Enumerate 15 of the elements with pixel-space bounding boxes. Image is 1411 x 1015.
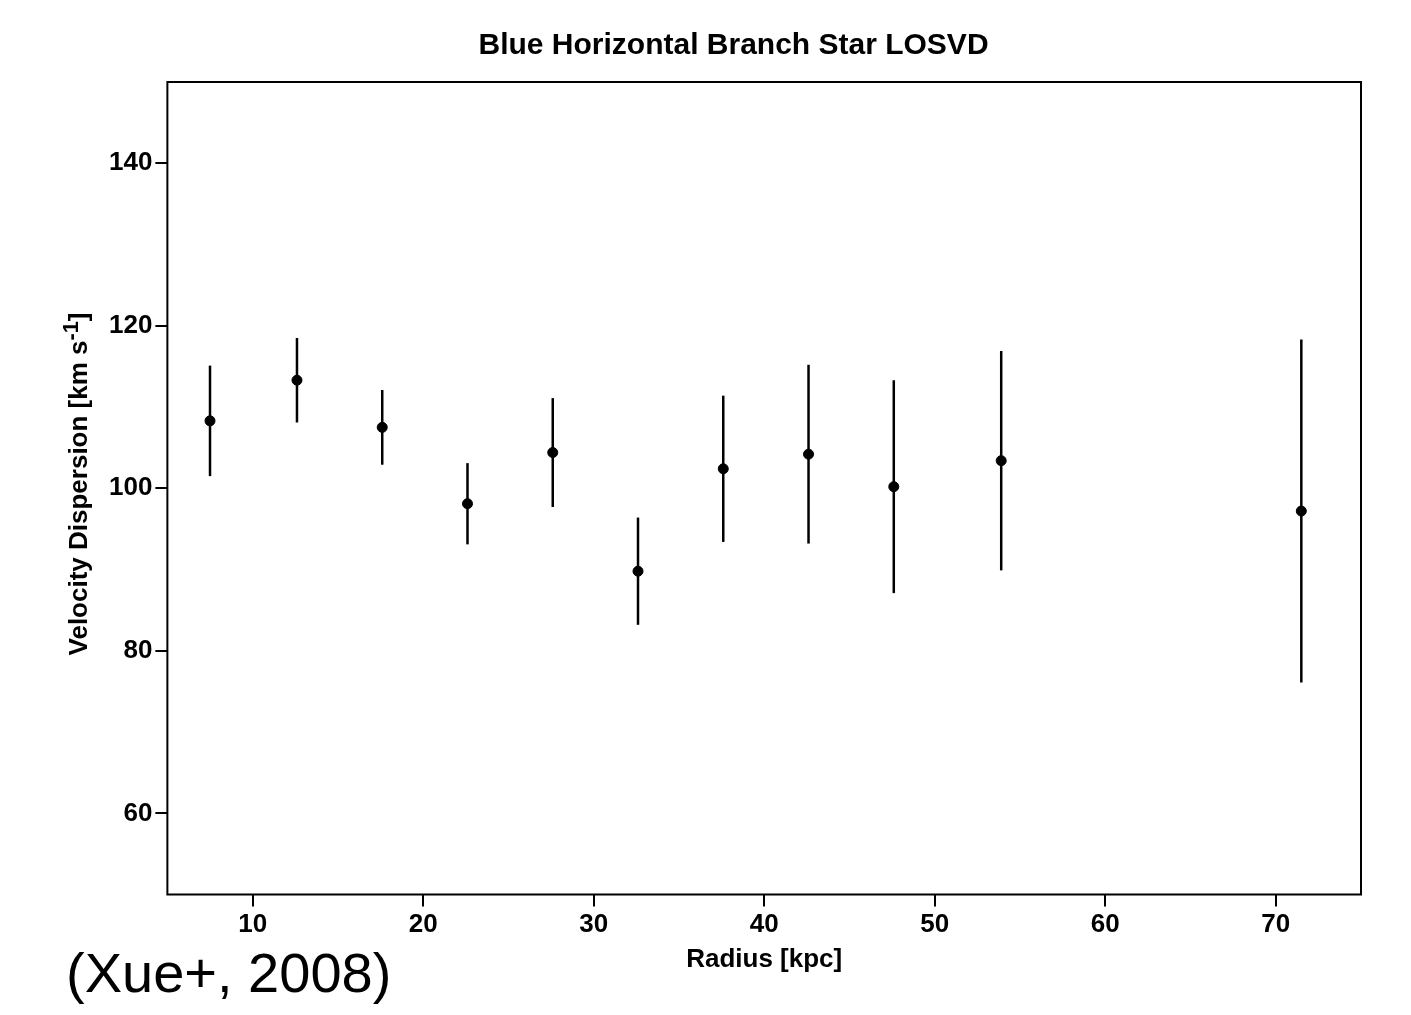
x-tick-label: 20 xyxy=(408,908,438,939)
y-tick-label: 120 xyxy=(108,308,153,339)
x-axis-title: Radius [kpc] xyxy=(686,942,843,973)
y-tick-label: 80 xyxy=(123,633,153,664)
x-tick-label: 10 xyxy=(238,908,268,939)
chart-title: Blue Horizontal Branch Star LOSVD xyxy=(478,27,989,61)
x-tick-label: 60 xyxy=(1090,908,1120,939)
x-tick-label: 30 xyxy=(579,908,609,939)
x-tick-label: 50 xyxy=(920,908,950,939)
y-tick-label: 60 xyxy=(123,796,153,827)
x-tick-label: 40 xyxy=(749,908,779,939)
x-tick-label: 70 xyxy=(1261,908,1291,939)
y-tick-label: 140 xyxy=(108,146,153,177)
text: (Xue+, 2008) xyxy=(66,940,392,1005)
y-tick-label: 100 xyxy=(108,471,153,502)
